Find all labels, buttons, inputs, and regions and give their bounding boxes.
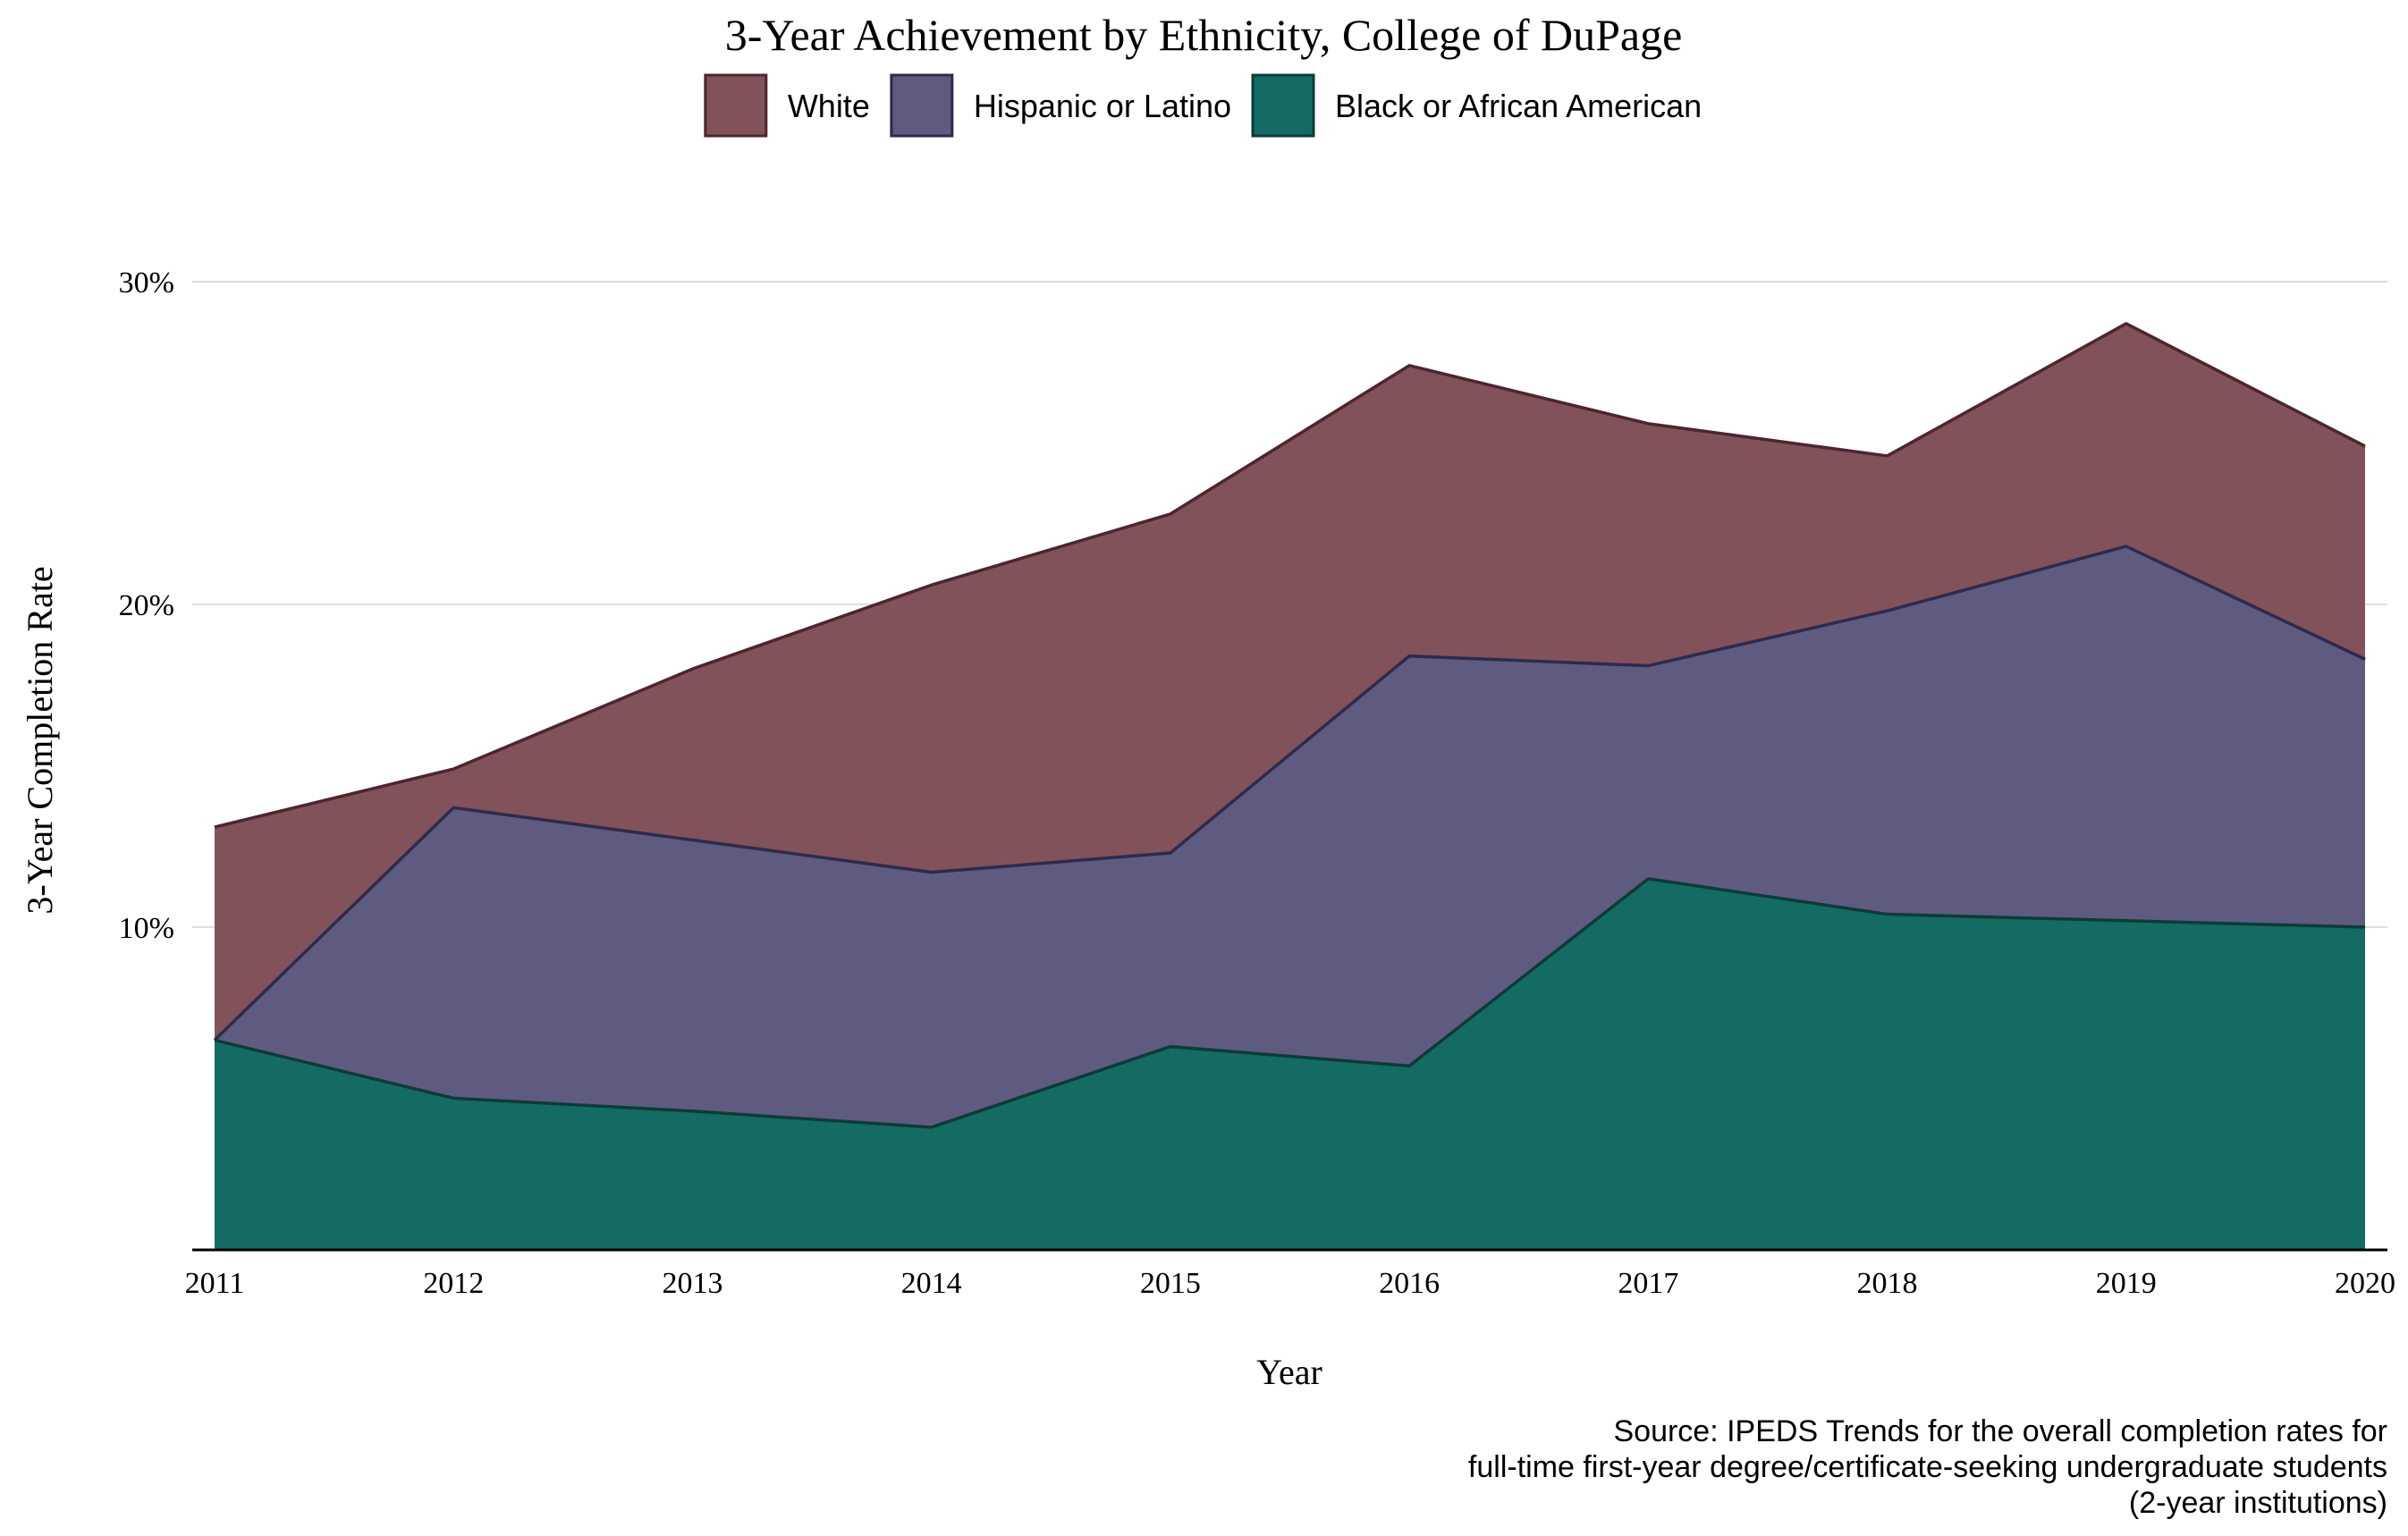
series-areas: [213, 322, 2366, 1251]
legend-item: Black or African American: [1251, 73, 1702, 138]
x-axis-label: Year: [1256, 1352, 1322, 1392]
legend: White Hispanic or Latino Black or African …: [704, 73, 1702, 138]
x-tick-labels: 2011 2012 2013 2014 2015 2016 2017 2018 2019 2020: [185, 1267, 2395, 1300]
x-tick-label: 2012: [423, 1267, 484, 1300]
y-tick-labels: 10% 20% 30%: [119, 266, 174, 945]
y-tick-label: 10%: [119, 912, 174, 945]
line-black-or-african-american: [214, 877, 2366, 1129]
x-tick-label: 2013: [662, 1267, 722, 1300]
y-axis-label: 3-Year Completion Rate: [20, 566, 60, 914]
legend-label: Hispanic or Latino: [974, 88, 1231, 124]
line-hispanic-or-latino: [213, 544, 2366, 1042]
y-tick-label: 30%: [119, 266, 174, 300]
y-tick-label: 20%: [119, 589, 174, 622]
x-tick-label: 2017: [1618, 1267, 1678, 1300]
x-tick-label: 2020: [2335, 1267, 2395, 1300]
x-tick-label: 2014: [901, 1267, 962, 1300]
x-tick-label: 2015: [1140, 1267, 1201, 1300]
source-note: Source: IPEDS Trends for the overall com…: [1468, 1414, 2387, 1520]
legend-swatch: [1251, 73, 1315, 138]
x-tick-label: 2016: [1379, 1267, 1440, 1300]
source-line: full-time first-year degree/certificate-…: [1468, 1450, 2387, 1484]
legend-item: White: [704, 73, 870, 138]
legend-swatch: [704, 73, 768, 138]
legend-item: Hispanic or Latino: [890, 73, 1231, 138]
legend-label: White: [788, 88, 870, 124]
line-white: [214, 322, 2366, 829]
source-line: Source: IPEDS Trends for the overall com…: [1613, 1414, 2387, 1448]
x-tick-label: 2019: [2096, 1267, 2157, 1300]
x-tick-label: 2018: [1857, 1267, 1918, 1300]
legend-label: Black or African American: [1335, 88, 1702, 124]
x-tick-label: 2011: [185, 1267, 245, 1300]
area-black-or-african-american: [215, 878, 2365, 1250]
legend-swatch: [890, 73, 954, 138]
source-line: (2-year institutions): [2129, 1486, 2387, 1520]
chart-title: 3-Year Achievement by Ethnicity, College…: [725, 10, 1683, 60]
